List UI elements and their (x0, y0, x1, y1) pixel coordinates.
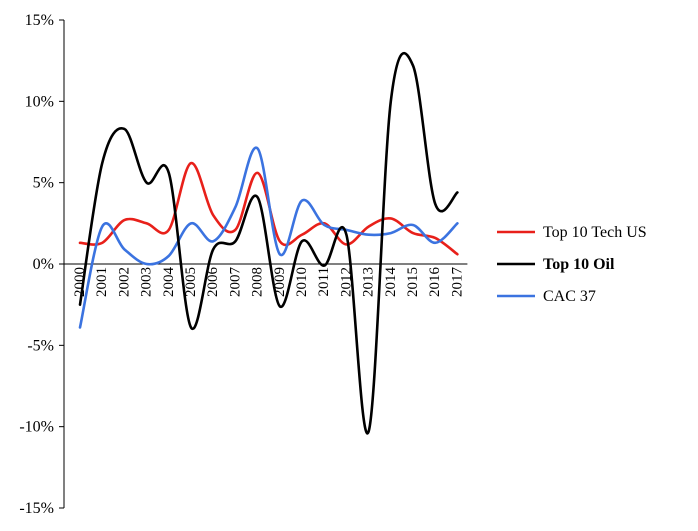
x-tick-label: 2003 (139, 267, 155, 297)
x-tick-label: 2005 (183, 267, 199, 297)
y-tick-label: 10% (25, 93, 54, 110)
x-tick-label: 2010 (294, 267, 310, 297)
y-tick-label: -5% (27, 337, 54, 354)
x-tick-label: 2006 (205, 267, 221, 298)
x-tick-label: 2001 (94, 267, 110, 297)
y-tick-label: 15% (25, 12, 54, 29)
x-tick-label: 2016 (427, 267, 443, 298)
x-tick-label: 2014 (383, 267, 399, 298)
x-tick-label: 2011 (316, 267, 332, 296)
series-line-cac-37 (78, 146, 459, 329)
y-tick-label: -10% (19, 419, 54, 436)
series-lines (78, 51, 459, 435)
y-axis: 15% 10% 5% 0% -5% -10% -15% (19, 12, 65, 517)
y-tick-label: 5% (33, 175, 54, 192)
series-line-top-10-tech-us (78, 161, 459, 256)
x-tick-label: 2017 (449, 267, 465, 298)
legend-label-top-10-oil: Top 10 Oil (543, 256, 615, 273)
x-tick-label: 2002 (116, 267, 132, 297)
series-line-top-10-oil (78, 51, 459, 435)
y-tick-label: 0% (33, 256, 54, 273)
legend-label-top-10-tech-us: Top 10 Tech US (543, 224, 647, 241)
y-tick-label: -15% (19, 500, 54, 517)
legend: Top 10 Tech US Top 10 Oil CAC 37 (497, 224, 647, 305)
legend-label-cac-37: CAC 37 (543, 288, 596, 305)
x-axis: 2000 2001 2002 2003 2004 2005 2006 2007 2008 2009… (64, 263, 468, 298)
x-tick-label: 2013 (361, 267, 377, 297)
x-tick-label: 2004 (161, 267, 177, 298)
x-tick-label: 2007 (227, 267, 243, 298)
x-tick-label: 2008 (250, 267, 266, 297)
x-tick-label: 2015 (405, 267, 421, 297)
